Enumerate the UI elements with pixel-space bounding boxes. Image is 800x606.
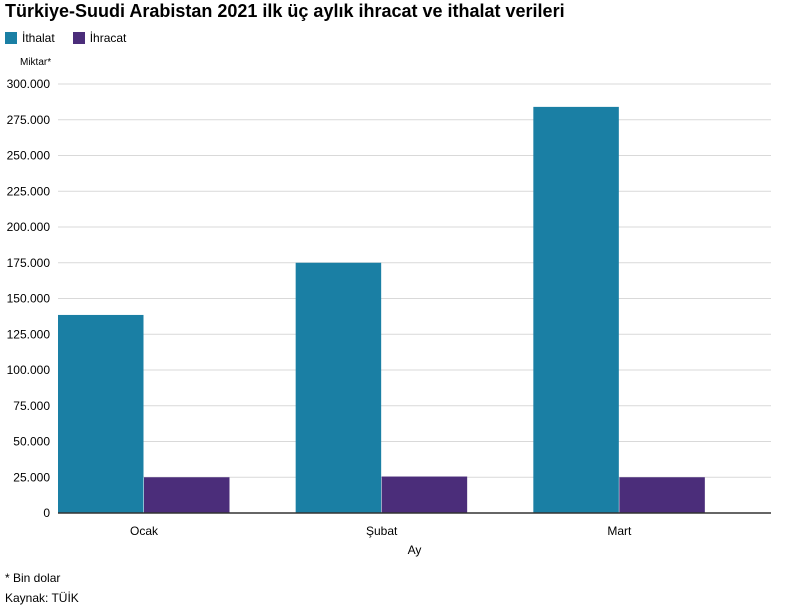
legend-item-ihracat: İhracat [72,31,127,45]
legend-label-ithalat: İthalat [22,31,55,45]
y-tick-label: 150.000 [7,292,51,306]
bar-ithalat-3 [533,106,619,513]
x-tick-label: Ocak [130,524,159,538]
y-tick-label: 75.000 [13,399,50,413]
gridlines [58,83,771,478]
x-tick-label: Şubat [366,524,398,538]
y-tick-label: 225.000 [7,184,51,198]
bar-ihracat-1 [144,477,230,513]
bar-ihracat-2 [381,476,468,513]
chart-title: Türkiye-Suudi Arabistan 2021 ilk üç aylı… [5,1,565,21]
legend: İthalat İhracat [5,31,126,45]
y-tick-label: 175.000 [7,256,51,270]
y-tick-label: 275.000 [7,113,51,127]
legend-swatch-ihracat [72,32,85,44]
bar-ithalat-2 [295,262,382,513]
y-tick-label: 100.000 [7,363,51,377]
source-note: Kaynak: TÜİK [5,591,79,605]
footnote: * Bin dolar [5,571,61,585]
y-axis-ticks: 0 25.000 50.000 75.000 100.000 125.000 150.000… [7,77,51,520]
y-tick-label: 125.000 [7,327,51,341]
legend-label-ihracat: İhracat [89,31,127,45]
y-tick-label: 0 [43,506,50,520]
x-axis-title: Ay [408,543,422,557]
y-tick-label: 250.000 [7,149,51,163]
bar-ihracat-3 [619,477,705,513]
x-tick-label: Mart [607,524,632,538]
legend-swatch-ithalat [5,32,17,44]
x-axis-ticks: Ocak Şubat Mart [130,524,632,538]
y-tick-label: 25.000 [13,470,50,484]
y-axis-title: Miktar* [20,57,52,68]
bars [58,106,705,513]
y-tick-label: 50.000 [13,435,50,449]
legend-item-ithalat: İthalat [5,31,55,45]
y-tick-label: 300.000 [7,77,51,91]
y-tick-label: 200.000 [7,220,51,234]
bar-ithalat-1 [58,314,144,513]
